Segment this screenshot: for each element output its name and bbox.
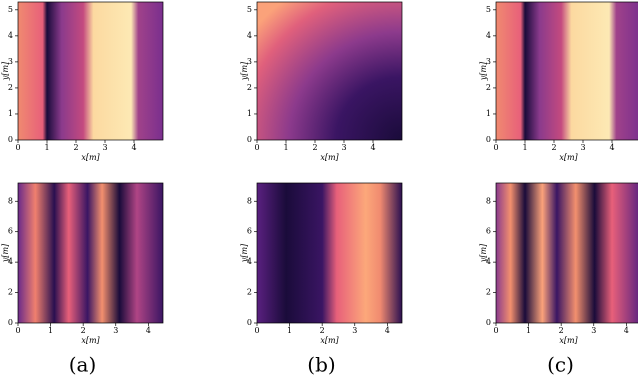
y-tick-label: 5 [486, 5, 491, 14]
x-tick-label: 0 [15, 143, 20, 152]
x-tick-label: 3 [113, 326, 118, 335]
x-tick-label: 3 [341, 143, 346, 152]
x-tick-label: 4 [131, 143, 136, 152]
x-tick-label: 4 [385, 326, 390, 335]
y-axis-label: y[m] [479, 61, 488, 81]
y-tick-label: 8 [8, 196, 13, 205]
x-tick-label: 4 [146, 326, 151, 335]
y-tick-label: 0 [8, 318, 13, 327]
x-tick-label: 3 [580, 143, 585, 152]
x-axis-label: x[m] [81, 153, 100, 162]
y-tick-label: 6 [8, 227, 13, 236]
y-tick-label: 0 [247, 135, 252, 144]
x-tick-label: 2 [73, 143, 78, 152]
y-tick-label: 6 [486, 227, 491, 236]
x-tick-label: 3 [352, 326, 357, 335]
x-tick-label: 1 [283, 143, 288, 152]
x-tick-label: 4 [370, 143, 375, 152]
x-axis-label: x[m] [320, 336, 339, 345]
plot-frame [256, 1, 403, 141]
y-tick-label: 2 [486, 83, 491, 92]
x-axis-label: x[m] [81, 336, 100, 345]
y-tick-label: 2 [8, 288, 13, 297]
y-tick-label: 8 [486, 196, 491, 205]
heatmap-image [496, 183, 638, 323]
y-tick-label: 5 [247, 5, 252, 14]
y-tick-label: 0 [486, 318, 491, 327]
y-tick-label: 4 [8, 31, 13, 40]
plot-frame [256, 182, 403, 324]
x-tick-label: 2 [551, 143, 556, 152]
y-tick-label: 2 [247, 288, 252, 297]
y-tick-label: 1 [247, 109, 252, 118]
x-tick-label: 4 [624, 326, 629, 335]
x-tick-label: 1 [522, 143, 527, 152]
y-axis-label: y[m] [240, 61, 249, 81]
y-tick-label: 6 [247, 227, 252, 236]
x-tick-label: 1 [287, 326, 292, 335]
y-tick-label: 0 [247, 318, 252, 327]
y-tick-label: 0 [486, 135, 491, 144]
y-tick-label: 2 [486, 288, 491, 297]
y-tick-label: 3 [247, 57, 252, 66]
y-tick-label: 4 [486, 257, 491, 266]
plot-frame [17, 1, 164, 141]
heatmap-image [18, 183, 163, 323]
x-tick-label: 4 [609, 143, 614, 152]
y-tick-label: 8 [247, 196, 252, 205]
x-tick-label: 0 [15, 326, 20, 335]
plot-frame [17, 182, 164, 324]
x-tick-label: 2 [81, 326, 86, 335]
y-tick-label: 3 [8, 57, 13, 66]
y-tick-label: 4 [247, 257, 252, 266]
panel-caption: (a) [69, 353, 97, 377]
heatmap-image [496, 2, 638, 140]
x-tick-label: 2 [559, 326, 564, 335]
x-tick-label: 0 [493, 143, 498, 152]
x-axis-label: x[m] [559, 153, 578, 162]
x-axis-label: x[m] [559, 336, 578, 345]
y-tick-label: 4 [486, 31, 491, 40]
plot-frame [495, 182, 638, 324]
x-tick-label: 1 [44, 143, 49, 152]
x-axis-label: x[m] [320, 153, 339, 162]
x-tick-label: 3 [102, 143, 107, 152]
x-tick-label: 2 [312, 143, 317, 152]
heatmap-image [257, 2, 402, 140]
x-tick-label: 0 [254, 326, 259, 335]
y-tick-label: 2 [247, 83, 252, 92]
y-axis-label: y[m] [1, 61, 10, 81]
y-tick-label: 1 [8, 109, 13, 118]
x-tick-label: 3 [591, 326, 596, 335]
y-tick-label: 2 [8, 83, 13, 92]
x-tick-label: 2 [320, 326, 325, 335]
x-tick-label: 0 [254, 143, 259, 152]
y-tick-label: 0 [8, 135, 13, 144]
y-tick-label: 1 [486, 109, 491, 118]
y-tick-label: 4 [247, 31, 252, 40]
y-tick-label: 3 [486, 57, 491, 66]
y-tick-label: 5 [8, 5, 13, 14]
plot-frame [495, 1, 638, 141]
y-axis-label: y[m] [240, 243, 249, 263]
y-axis-label: y[m] [1, 243, 10, 263]
x-tick-label: 1 [526, 326, 531, 335]
x-tick-label: 1 [48, 326, 53, 335]
panel-caption: (b) [307, 353, 335, 377]
y-tick-label: 4 [8, 257, 13, 266]
y-axis-label: y[m] [479, 243, 488, 263]
panel-caption: (c) [547, 353, 574, 377]
x-tick-label: 0 [493, 326, 498, 335]
heatmap-image [18, 2, 163, 140]
heatmap-image [257, 183, 402, 323]
